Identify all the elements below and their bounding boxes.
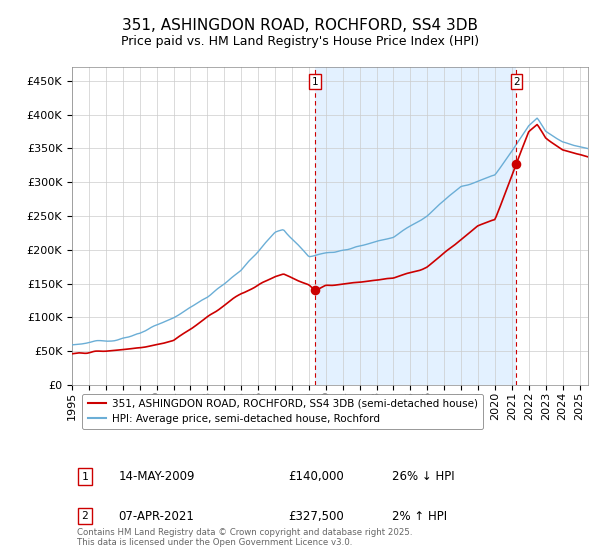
Text: 1: 1 (312, 77, 319, 86)
Text: 26% ↓ HPI: 26% ↓ HPI (392, 470, 455, 483)
Point (310, 286, 320, 295)
Text: Price paid vs. HM Land Registry's House Price Index (HPI): Price paid vs. HM Land Registry's House … (121, 35, 479, 49)
Text: £140,000: £140,000 (289, 470, 344, 483)
Text: 2% ↑ HPI: 2% ↑ HPI (392, 510, 447, 522)
Legend: 351, ASHINGDON ROAD, ROCHFORD, SS4 3DB (semi-detached house), HPI: Average price: 351, ASHINGDON ROAD, ROCHFORD, SS4 3DB (… (82, 394, 483, 429)
Text: £327,500: £327,500 (289, 510, 344, 522)
Text: 2: 2 (513, 77, 520, 86)
Text: 14-MAY-2009: 14-MAY-2009 (118, 470, 195, 483)
Text: 351, ASHINGDON ROAD, ROCHFORD, SS4 3DB: 351, ASHINGDON ROAD, ROCHFORD, SS4 3DB (122, 18, 478, 32)
Text: 2: 2 (82, 511, 88, 521)
Text: Contains HM Land Registry data © Crown copyright and database right 2025.
This d: Contains HM Land Registry data © Crown c… (77, 528, 413, 547)
Text: 1: 1 (82, 472, 88, 482)
Text: 07-APR-2021: 07-APR-2021 (118, 510, 194, 522)
Bar (315, 67, 517, 385)
Point (512, 159, 521, 168)
